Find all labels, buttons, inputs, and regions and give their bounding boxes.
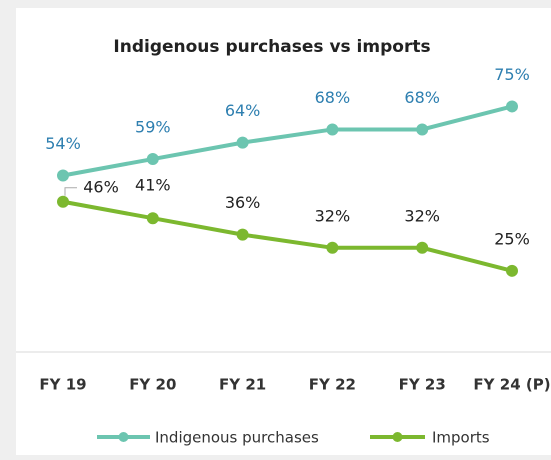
data-point [146, 212, 159, 225]
data-label: 32% [404, 206, 440, 225]
data-point [146, 153, 159, 166]
data-point [57, 169, 69, 182]
data-point [416, 241, 429, 254]
data-point [416, 123, 429, 136]
data-label: 64% [225, 101, 261, 120]
x-tick-label: FY 19 [39, 376, 86, 394]
data-label: 54% [45, 134, 81, 153]
data-point [57, 195, 69, 208]
data-point [506, 100, 518, 113]
x-tick-label: FY 24 (P) [473, 376, 550, 394]
legend-marker [392, 432, 403, 442]
leader-line [64, 187, 77, 196]
data-label: 25% [494, 229, 530, 248]
x-tick-label: FY 23 [399, 376, 446, 394]
data-point [236, 136, 249, 149]
legend-marker [118, 432, 129, 442]
data-point [326, 241, 339, 254]
data-point [236, 228, 249, 241]
data-label: 59% [135, 118, 171, 137]
series-line [62, 199, 513, 273]
series-line [62, 104, 513, 178]
chart-panel [16, 8, 551, 455]
data-label: 32% [315, 206, 351, 225]
data-label: 68% [404, 88, 440, 107]
x-tick-label: FY 22 [309, 376, 356, 394]
legend-label: Imports [432, 429, 490, 447]
data-point [326, 123, 339, 136]
data-label: 75% [494, 65, 530, 84]
x-tick-label: FY 21 [219, 376, 266, 394]
legend-label: Indigenous purchases [155, 429, 319, 447]
x-tick-label: FY 20 [129, 376, 176, 394]
data-point [506, 264, 518, 277]
data-label: 41% [135, 176, 171, 195]
data-label: 46% [83, 177, 119, 196]
data-label: 36% [225, 193, 261, 212]
data-label: 68% [315, 88, 351, 107]
chart-title: Indigenous purchases vs imports [113, 37, 430, 57]
